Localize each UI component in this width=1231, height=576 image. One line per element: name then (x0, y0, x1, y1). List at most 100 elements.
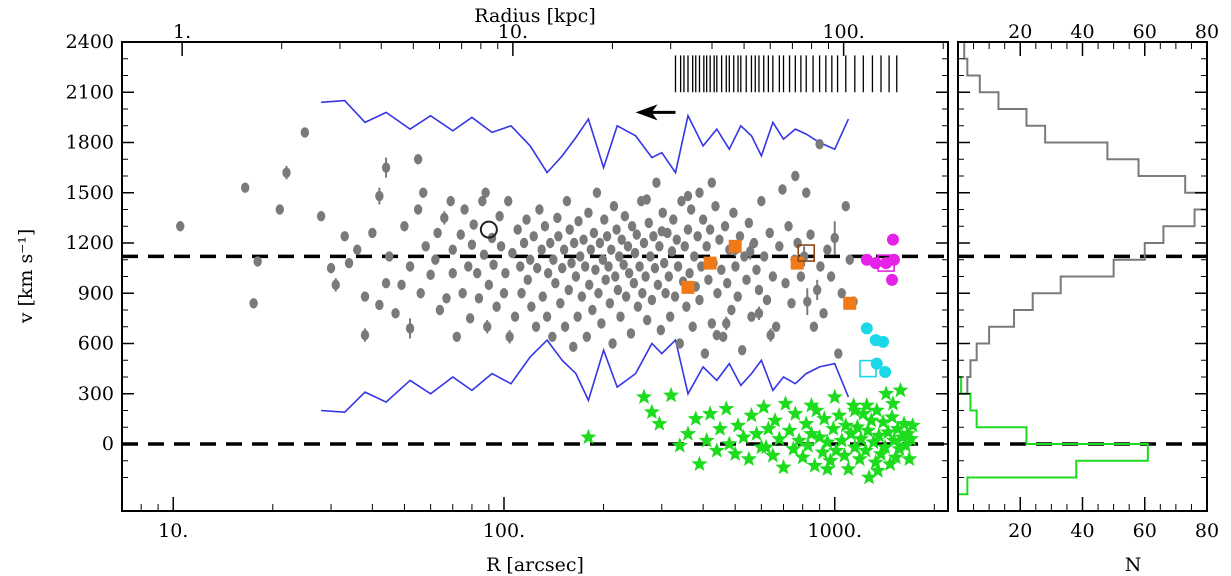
star-marker (822, 452, 839, 468)
star-marker (755, 398, 772, 414)
y-tick-label: 1200 (66, 232, 114, 254)
velocity-point (675, 338, 684, 349)
velocity-point (492, 301, 501, 312)
velocity-point (760, 251, 769, 262)
filled-square-marker (703, 256, 717, 270)
star-marker (887, 448, 904, 465)
star-marker (857, 442, 874, 458)
velocity-point (642, 314, 652, 326)
star-marker (902, 430, 919, 446)
velocity-point (733, 291, 742, 302)
velocity-point (747, 311, 756, 322)
velocity-point (630, 247, 640, 259)
velocity-point (737, 345, 747, 356)
velocity-point (806, 229, 815, 240)
velocity-point (602, 231, 612, 242)
velocity-point (433, 227, 442, 239)
velocity-point (731, 261, 740, 272)
velocity-point (501, 267, 510, 279)
star-marker (885, 432, 902, 448)
histogram-top-tick-label: 40 (1070, 21, 1094, 43)
velocity-point (416, 288, 425, 299)
velocity-point (460, 204, 469, 215)
velocity-point (481, 187, 490, 198)
velocity-point (381, 162, 391, 173)
velocity-point (597, 318, 606, 329)
top-tick-label: 100. (822, 21, 864, 43)
velocity-point (765, 227, 774, 239)
velocity-point (669, 214, 678, 225)
star-marker (748, 425, 765, 441)
star-marker (712, 420, 729, 436)
velocity-point (607, 244, 616, 255)
velocity-point (815, 138, 824, 150)
y-tick-label: 900 (78, 282, 114, 304)
velocity-point (683, 190, 693, 202)
velocity-point (375, 299, 384, 311)
velocity-point (391, 308, 400, 319)
velocity-point (727, 304, 736, 316)
y-tick-label: 2400 (66, 31, 114, 53)
velocity-point (647, 294, 657, 306)
velocity-point (657, 226, 666, 237)
velocity-point (300, 127, 310, 138)
velocity-point (771, 321, 781, 332)
velocity-point (580, 261, 590, 272)
velocity-point (549, 254, 558, 265)
velocity-point (766, 329, 775, 341)
velocity-point (344, 257, 354, 269)
star-marker (868, 402, 885, 418)
velocity-point (823, 244, 832, 255)
velocity-point (435, 304, 445, 316)
velocity-point (456, 229, 465, 240)
velocity-point (629, 278, 639, 289)
velocity-point (531, 321, 541, 332)
star-marker (798, 415, 815, 431)
star-marker (897, 437, 914, 453)
velocity-point (431, 254, 440, 265)
top-tick-label: 10. (498, 21, 528, 43)
velocity-point (496, 241, 506, 252)
velocity-point (644, 217, 653, 229)
velocity-point (834, 348, 843, 359)
star-marker (787, 405, 804, 421)
velocity-point (711, 200, 720, 212)
velocity-point (532, 262, 542, 274)
velocity-point (385, 251, 394, 262)
velocity-point (641, 271, 650, 282)
histogram-series (958, 42, 1207, 496)
velocity-point (826, 271, 836, 282)
star-marker (836, 447, 853, 463)
velocity-point (639, 237, 649, 249)
star-marker (894, 428, 911, 445)
velocity-point (548, 331, 557, 342)
velocity-point (742, 274, 751, 286)
velocity-point (375, 190, 384, 202)
velocity-point (612, 224, 621, 235)
star-marker (875, 413, 892, 430)
velocity-point (554, 231, 563, 242)
star-marker (816, 410, 833, 426)
velocity-point (655, 241, 664, 252)
velocity-point (558, 262, 567, 274)
velocity-point (405, 323, 415, 334)
velocity-point (632, 229, 641, 240)
velocity-point (397, 279, 406, 291)
star-marker (904, 417, 921, 433)
histogram-x-tick-label: 40 (1070, 520, 1094, 542)
velocity-point (538, 291, 547, 302)
velocity-point (616, 311, 625, 322)
velocity-point (608, 338, 617, 349)
velocity-point (624, 267, 634, 279)
star-marker (828, 442, 845, 458)
velocity-point (695, 187, 704, 198)
velocity-point (688, 321, 697, 332)
velocity-point (176, 221, 185, 232)
velocity-point (473, 267, 482, 279)
velocity-point (683, 224, 693, 235)
velocity-point (562, 195, 572, 207)
star-marker (758, 438, 775, 455)
star-marker (869, 462, 886, 478)
velocity-point (584, 207, 593, 219)
star-marker (740, 450, 757, 466)
